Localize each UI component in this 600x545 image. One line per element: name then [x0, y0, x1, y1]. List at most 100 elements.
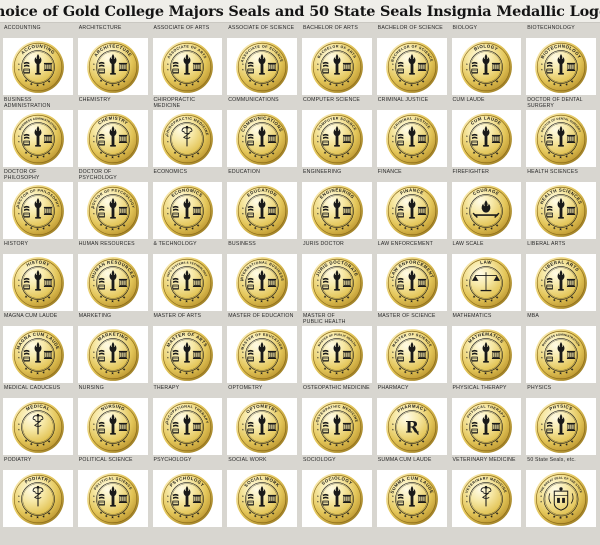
- seal-cell[interactable]: MAGNA CUM LAUDE MAGNA CUM LAUDE ★ ★ ★ ★ ★ ★…: [1, 313, 76, 385]
- seal-cell[interactable]: LAW SCALE LAW ★ ★ ★ ★ ★ ★ ★: [450, 241, 525, 313]
- seal-cell[interactable]: OPTOMETRY OPTOMETRY ★ ★ ★ ★ ★ ★ ★: [225, 385, 300, 457]
- seal-cell[interactable]: SOCIOLOGY SOCIOLOGY ★ ★ ★ ★ ★ ★ ★: [300, 457, 375, 529]
- seal-cell[interactable]: CUM LAUDE CUM LAUDE ★ ★ ★ ★ ★ ★ ★: [450, 97, 525, 169]
- seal-tile[interactable]: MARKETING ★ ★ ★ ★ ★ ★ ★: [77, 326, 148, 383]
- seal-tile[interactable]: HUMAN RESOURCES ★ ★ ★ ★ ★ ★ ★: [77, 254, 148, 311]
- seal-cell[interactable]: PHYSICS PHYSICS ★ ★ ★ ★ ★ ★ ★: [524, 385, 599, 457]
- seal-tile[interactable]: LAW ENFORCEMENT ★ ★ ★ ★ ★ ★ ★: [376, 254, 447, 311]
- seal-tile[interactable]: HISTORY ★ ★ ★ ★ ★ ★ ★: [3, 254, 73, 311]
- seal-tile[interactable]: MASTER OF SCIENCE ★ ★ ★ ★ ★ ★ ★: [376, 326, 447, 383]
- seal-tile[interactable]: VETERINARY MEDICINE ★ ★ ★ ★ ★ ★ ★: [451, 470, 522, 527]
- seal-cell[interactable]: ASSOCIATE OF SCIENCE ASSOCIATE OF SCIENCE…: [225, 25, 300, 97]
- seal-tile[interactable]: PHYSICAL THERAPY ★ ★ ★ ★ ★ ★ ★: [451, 398, 522, 455]
- seal-cell[interactable]: THERAPY OCCUPATIONAL THERAPY ★ ★ ★ ★ ★ ★ ★: [151, 385, 226, 457]
- seal-tile[interactable]: MASTER OF EDUCATION ★ ★ ★ ★ ★ ★ ★: [227, 326, 297, 383]
- seal-cell[interactable]: SOCIAL WORK SOCIAL WORK ★ ★ ★ ★ ★ ★ ★: [225, 457, 300, 529]
- seal-tile[interactable]: MAGNA CUM LAUDE ★ ★ ★ ★ ★ ★ ★: [3, 326, 73, 383]
- seal-cell[interactable]: NURSING NURSING ★ ★ ★ ★ ★ ★ ★: [76, 385, 151, 457]
- seal-tile[interactable]: ACCOUNTING ★ ★ ★ ★ ★ ★ ★: [3, 38, 73, 95]
- seal-cell[interactable]: PODIATRY PODIATRY ★ ★ ★ ★ ★ ★ ★: [1, 457, 76, 529]
- seal-tile[interactable]: BACHELOR OF SCIENCE ★ ★ ★ ★ ★ ★ ★: [376, 38, 447, 95]
- seal-cell[interactable]: LIBERAL ARTS LIBERAL ARTS ★ ★ ★ ★ ★ ★ ★: [524, 241, 599, 313]
- seal-cell[interactable]: OSTEOPATHIC MEDICINE OSTEOPATHIC MEDICINE…: [300, 385, 375, 457]
- seal-tile[interactable]: FINANCE ★ ★ ★ ★ ★ ★ ★: [376, 182, 447, 239]
- seal-cell[interactable]: COMPUTER SCIENCE COMPUTER SCIENCE ★ ★ ★ ★ …: [300, 97, 375, 169]
- seal-cell[interactable]: BACHELOR OF SCIENCE BACHELOR OF SCIENCE ★ …: [375, 25, 450, 97]
- seal-tile[interactable]: MEDICAL ★ ★ ★ ★ ★ ★ ★: [3, 398, 73, 455]
- seal-cell[interactable]: ECONOMICS ECONOMICS ★ ★ ★ ★ ★ ★ ★: [151, 169, 226, 241]
- seal-tile[interactable]: PHYSICS ★ ★ ★ ★ ★ ★ ★: [526, 398, 596, 455]
- seal-cell[interactable]: BIOTECHNOLOGY BIOTECHNOLOGY ★ ★ ★ ★ ★ ★ ★: [524, 25, 599, 97]
- seal-tile[interactable]: PODIATRY ★ ★ ★ ★ ★ ★ ★: [3, 470, 73, 527]
- seal-tile[interactable]: CHEMISTRY ★ ★ ★ ★ ★ ★ ★: [77, 110, 148, 167]
- seal-cell[interactable]: HUMAN RESOURCES HUMAN RESOURCES ★ ★ ★ ★ ★ ★…: [76, 241, 151, 313]
- seal-cell[interactable]: & TECHNOLOGY INFO SYSTEMS & TECHNOLOGY ★ ★…: [151, 241, 226, 313]
- seal-tile[interactable]: PSYCHOLOGY ★ ★ ★ ★ ★ ★ ★: [152, 470, 223, 527]
- seal-tile[interactable]: ARCHITECTURE ★ ★ ★ ★ ★ ★ ★: [77, 38, 148, 95]
- seal-tile[interactable]: INTERNATIONAL BUSINESS ★ ★ ★ ★ ★ ★ ★: [227, 254, 297, 311]
- seal-tile[interactable]: BIOLOGY ★ ★ ★ ★ ★ ★ ★: [451, 38, 522, 95]
- seal-cell[interactable]: PHARMACY PHARMACY ★ ★ ★ ★ ★ ★ ★ R: [375, 385, 450, 457]
- seal-cell[interactable]: ASSOCIATE OF ARTS ASSOCIATE OF ARTS ★ ★ ★ …: [151, 25, 226, 97]
- seal-tile[interactable]: LAW ★ ★ ★ ★ ★ ★ ★: [451, 254, 522, 311]
- seal-tile[interactable]: OPTOMETRY ★ ★ ★ ★ ★ ★ ★: [227, 398, 297, 455]
- seal-cell[interactable]: COMMUNICATIONS COMMUNICATIONS ★ ★ ★ ★ ★ ★ ★: [225, 97, 300, 169]
- seal-tile[interactable]: POLITICAL SCIENCE ★ ★ ★ ★ ★ ★ ★: [77, 470, 148, 527]
- seal-cell[interactable]: MASTER OF ARTS MASTER OF ARTS ★ ★ ★ ★ ★ ★ ★: [151, 313, 226, 385]
- seal-tile[interactable]: COMMUNICATIONS ★ ★ ★ ★ ★ ★ ★: [227, 110, 297, 167]
- seal-cell[interactable]: PHYSICAL THERAPY PHYSICAL THERAPY ★ ★ ★ ★ …: [450, 385, 525, 457]
- seal-cell[interactable]: MARKETING MARKETING ★ ★ ★ ★ ★ ★ ★: [76, 313, 151, 385]
- seal-cell[interactable]: MATHEMATICS MATHEMATICS ★ ★ ★ ★ ★ ★ ★: [450, 313, 525, 385]
- seal-tile[interactable]: BUSINESS ADMINISTRATION ★ ★ ★ ★ ★ ★ ★: [3, 110, 73, 167]
- seal-cell[interactable]: 50 State Seals, etc. THE GREAT SEAL OF TH…: [524, 457, 599, 529]
- seal-cell[interactable]: DOCTOR OF PSYCHOLOGY DOCTOR OF PSYCHOLOGY…: [76, 169, 151, 241]
- seal-cell[interactable]: FINANCE FINANCE ★ ★ ★ ★ ★ ★ ★: [375, 169, 450, 241]
- seal-cell[interactable]: ARCHITECTURE ARCHITECTURE ★ ★ ★ ★ ★ ★ ★: [76, 25, 151, 97]
- seal-cell[interactable]: MEDICAL CADUCEUS MEDICAL ★ ★ ★ ★ ★ ★ ★: [1, 385, 76, 457]
- seal-tile[interactable]: OSTEOPATHIC MEDICINE ★ ★ ★ ★ ★ ★ ★: [302, 398, 372, 455]
- seal-tile[interactable]: OCCUPATIONAL THERAPY ★ ★ ★ ★ ★ ★ ★: [152, 398, 223, 455]
- seal-cell[interactable]: SUMMA CUM LAUDE SUMMA CUM LAUDE ★ ★ ★ ★ ★ ★…: [375, 457, 450, 529]
- seal-tile[interactable]: BACHELOR OF ARTS ★ ★ ★ ★ ★ ★ ★: [302, 38, 372, 95]
- seal-cell[interactable]: MASTER OF EDUCATION MASTER OF EDUCATION ★ …: [225, 313, 300, 385]
- seal-tile[interactable]: ASSOCIATE OF ARTS ★ ★ ★ ★ ★ ★ ★: [152, 38, 223, 95]
- seal-cell[interactable]: ACCOUNTING ACCOUNTING ★ ★ ★ ★ ★ ★ ★: [1, 25, 76, 97]
- seal-cell[interactable]: PSYCHOLOGY PSYCHOLOGY ★ ★ ★ ★ ★ ★ ★: [151, 457, 226, 529]
- seal-tile[interactable]: NURSING ★ ★ ★ ★ ★ ★ ★: [77, 398, 148, 455]
- seal-cell[interactable]: DOCTOR OF PHILOSOPHY DOCTOR OF PHILOSOPHY…: [1, 169, 76, 241]
- seal-cell[interactable]: CHIROPRACTIC MEDICINE CHIROPRACTIC MEDICI…: [151, 97, 226, 169]
- seal-cell[interactable]: POLITICAL SCIENCE POLITICAL SCIENCE ★ ★ ★ …: [76, 457, 151, 529]
- seal-tile[interactable]: DOCTOR OF PHILOSOPHY ★ ★ ★ ★ ★ ★ ★: [3, 182, 73, 239]
- seal-tile[interactable]: DOCTOR OF DENTAL SURGERY ★ ★ ★ ★ ★ ★ ★: [526, 110, 596, 167]
- seal-cell[interactable]: MASTER OF SCIENCE MASTER OF SCIENCE ★ ★ ★ …: [375, 313, 450, 385]
- seal-tile[interactable]: MASTER OF PUBLIC HEALTH ★ ★ ★ ★ ★ ★ ★: [302, 326, 372, 383]
- seal-tile[interactable]: DOCTOR OF PSYCHOLOGY ★ ★ ★ ★ ★ ★ ★: [77, 182, 148, 239]
- seal-tile[interactable]: SOCIAL WORK ★ ★ ★ ★ ★ ★ ★: [227, 470, 297, 527]
- seal-tile[interactable]: BIOTECHNOLOGY ★ ★ ★ ★ ★ ★ ★: [526, 38, 596, 95]
- seal-tile[interactable]: MATHEMATICS ★ ★ ★ ★ ★ ★ ★: [451, 326, 522, 383]
- seal-tile[interactable]: ASSOCIATE OF SCIENCE ★ ★ ★ ★ ★ ★ ★: [227, 38, 297, 95]
- seal-tile[interactable]: LIBERAL ARTS ★ ★ ★ ★ ★ ★ ★: [526, 254, 596, 311]
- seal-tile[interactable]: COMPUTER SCIENCE ★ ★ ★ ★ ★ ★ ★: [302, 110, 372, 167]
- seal-cell[interactable]: LAW ENFORCEMENT LAW ENFORCEMENT ★ ★ ★ ★ ★ ★…: [375, 241, 450, 313]
- seal-tile[interactable]: HEALTH SCIENCES ★ ★ ★ ★ ★ ★ ★: [526, 182, 596, 239]
- seal-cell[interactable]: EDUCATION EDUCATION ★ ★ ★ ★ ★ ★ ★: [225, 169, 300, 241]
- seal-tile[interactable]: CUM LAUDE ★ ★ ★ ★ ★ ★ ★: [451, 110, 522, 167]
- seal-tile[interactable]: PHARMACY ★ ★ ★ ★ ★ ★ ★ R: [376, 398, 447, 455]
- seal-cell[interactable]: BIOLOGY BIOLOGY ★ ★ ★ ★ ★ ★ ★: [450, 25, 525, 97]
- seal-cell[interactable]: VETERINARY MEDICINE VETERINARY MEDICINE ★ …: [450, 457, 525, 529]
- seal-cell[interactable]: HISTORY HISTORY ★ ★ ★ ★ ★ ★ ★: [1, 241, 76, 313]
- seal-cell[interactable]: HEALTH SCIENCES HEALTH SCIENCES ★ ★ ★ ★ ★ ★…: [524, 169, 599, 241]
- seal-tile[interactable]: CHIROPRACTIC MEDICINE ★ ★ ★ ★ ★ ★ ★: [152, 110, 223, 167]
- seal-tile[interactable]: ECONOMICS ★ ★ ★ ★ ★ ★ ★: [152, 182, 223, 239]
- seal-cell[interactable]: FIREFIGHTER COURAGE ★ ★ ★ ★ ★ ★ ★: [450, 169, 525, 241]
- seal-tile[interactable]: MASTER OF ARTS ★ ★ ★ ★ ★ ★ ★: [152, 326, 223, 383]
- seal-tile[interactable]: INFO SYSTEMS & TECHNOLOGY ★ ★ ★ ★ ★ ★ ★: [152, 254, 223, 311]
- seal-tile[interactable]: JURIS DOCTORATE ★ ★ ★ ★ ★ ★ ★: [302, 254, 372, 311]
- seal-cell[interactable]: BUSINESS ADMINISTRATION BUSINESS ADMINIST…: [1, 97, 76, 169]
- seal-cell[interactable]: BACHELOR OF ARTS BACHELOR OF ARTS ★ ★ ★ ★ …: [300, 25, 375, 97]
- seal-tile[interactable]: COURAGE ★ ★ ★ ★ ★ ★ ★: [451, 182, 522, 239]
- seal-tile[interactable]: THE GREAT SEAL OF THE STATE ★ ★ ★ ★ ★ ★ ★: [526, 470, 596, 527]
- seal-tile[interactable]: CRIMINAL JUSTICE ★ ★ ★ ★ ★ ★ ★: [376, 110, 447, 167]
- seal-cell[interactable]: MASTER OF PUBLIC HEALTH MASTER OF PUBLIC …: [300, 313, 375, 385]
